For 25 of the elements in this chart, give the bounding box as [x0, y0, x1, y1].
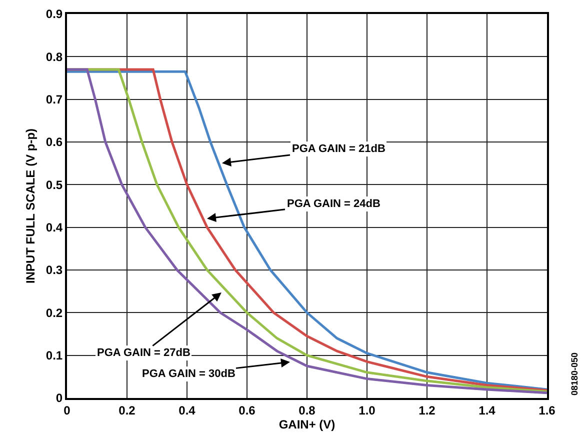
y-tick-label: 0.3	[46, 263, 63, 278]
x-tick-label: 1.4	[478, 403, 496, 418]
y-axis-title: INPUT FULL SCALE (V p-p)	[24, 128, 38, 284]
annotation: PGA GAIN = 24dB	[287, 198, 380, 210]
annotation: PGA GAIN = 30dB	[142, 368, 236, 380]
x-tick-label: 0.8	[298, 403, 316, 418]
y-tick-label: 0.4	[46, 220, 63, 235]
annotation: PGA GAIN = 27dB	[97, 347, 190, 359]
y-tick-label: 0.5	[46, 178, 63, 192]
x-axis-title: GAIN+ (V)	[278, 417, 336, 432]
y-tick-label: 0.1	[46, 348, 63, 363]
annotation: PGA GAIN = 21dB	[292, 143, 386, 155]
y-tick-label: 0.9	[46, 7, 63, 22]
y-tick-label: 0.7	[46, 92, 63, 107]
x-tick-label: 1.6	[538, 403, 556, 418]
x-tick-label: 0.4	[178, 403, 196, 418]
y-tick-label: 0.6	[46, 135, 63, 150]
x-tick-label: 0.6	[238, 403, 256, 418]
x-tick-label: 0.2	[118, 403, 136, 418]
x-tick-label: 1.2	[418, 403, 436, 418]
y-tick-label: 0.8	[46, 50, 63, 64]
y-tick-label: 0	[56, 391, 63, 406]
y-tick-label: 0.2	[46, 306, 63, 320]
x-tick-label: 1.0	[358, 403, 376, 418]
text: 08180-050	[570, 352, 580, 396]
